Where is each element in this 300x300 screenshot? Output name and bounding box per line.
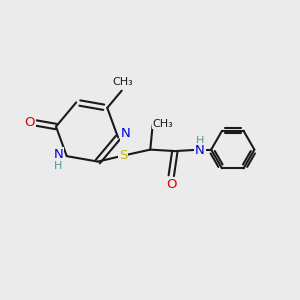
Text: N: N [121, 128, 131, 140]
Text: S: S [119, 149, 128, 162]
Text: N: N [195, 144, 205, 157]
Text: H: H [196, 136, 205, 146]
Text: O: O [25, 116, 35, 129]
Text: N: N [53, 148, 63, 161]
Text: H: H [54, 161, 62, 171]
Text: O: O [166, 178, 176, 190]
Text: CH₃: CH₃ [153, 118, 173, 128]
Text: CH₃: CH₃ [113, 76, 134, 87]
